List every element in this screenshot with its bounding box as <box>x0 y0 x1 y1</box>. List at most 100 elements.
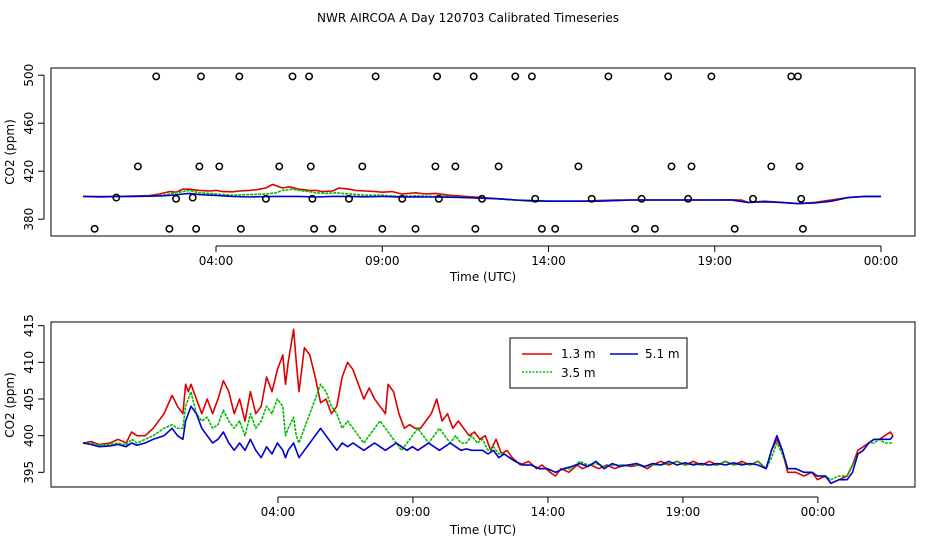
calibration-marker <box>631 224 639 233</box>
calibration-marker <box>90 224 99 233</box>
calibration-marker <box>537 224 546 233</box>
calibration-marker <box>305 72 314 81</box>
bottom-y-tick-label: 395 <box>22 461 36 484</box>
bottom-series-3-5-m <box>83 383 893 481</box>
bottom-plot-area <box>82 328 894 485</box>
bottom-x-tick-label: 04:00 <box>261 505 296 519</box>
top-y-tick-label: 380 <box>22 208 36 231</box>
top-x-tick-label: 09:00 <box>365 254 400 268</box>
calibration-marker <box>574 162 583 171</box>
bottom-series-5-1-m <box>82 405 894 485</box>
calibration-marker <box>433 72 442 81</box>
calibration-marker <box>587 194 596 203</box>
calibration-marker <box>165 224 174 233</box>
calibration-marker <box>310 224 319 233</box>
top-y-axis-label: CO2 (ppm) <box>3 119 17 185</box>
bottom-x-axis-label: Time (UTC) <box>449 523 516 537</box>
top-axes: 04:00 09:00 14:00 19:00 00:00 380 420 460 500 <box>22 64 898 268</box>
calibration-marker <box>797 194 806 203</box>
calibration-marker <box>478 194 486 203</box>
calibration-marker <box>471 224 480 233</box>
calibration-marker <box>527 72 536 81</box>
calibration-marker <box>511 72 520 81</box>
calibration-marker <box>684 194 693 203</box>
legend-label-5-1m: 5.1 m <box>645 347 680 361</box>
bottom-y-tick-label: 410 <box>22 351 36 374</box>
calibration-marker <box>551 224 560 233</box>
calibration-marker <box>188 193 197 202</box>
calibration-marker <box>306 162 315 171</box>
bottom-series-1-3-m <box>82 328 894 485</box>
calibration-marker <box>345 194 353 203</box>
calibration-marker <box>469 72 478 81</box>
calibration-marker <box>133 162 142 171</box>
top-y-tick-label: 420 <box>22 160 36 183</box>
calibration-marker <box>494 162 503 171</box>
calibration-marker <box>172 194 181 203</box>
bottom-panel-frame <box>50 321 916 488</box>
top-plot-area <box>82 72 881 233</box>
legend-box <box>509 337 688 389</box>
calibration-marker <box>650 224 659 233</box>
calibration-marker <box>411 224 420 233</box>
calibration-marker <box>637 194 646 203</box>
calibration-marker <box>687 162 696 171</box>
bottom-panel: 04:00 09:00 14:00 19:00 00:00 395 400 405 410 415… <box>3 314 916 537</box>
bottom-y-axis-label: CO2 (ppm) <box>3 372 17 438</box>
calibration-marker <box>798 224 807 233</box>
calibration-marker <box>451 162 460 171</box>
bottom-x-tick-label: 00:00 <box>801 505 836 519</box>
bottom-x-tick-label: 09:00 <box>396 505 431 519</box>
calibration-marker <box>195 162 204 171</box>
legend-label-3-5m: 3.5 m <box>561 366 596 380</box>
calibration-marker <box>531 194 540 203</box>
calibration-marker <box>431 162 440 171</box>
calibration-marker <box>707 72 716 81</box>
calibration-marker <box>664 72 673 81</box>
top-x-axis-label: Time (UTC) <box>449 270 516 284</box>
top-x-tick-label: 19:00 <box>697 254 732 268</box>
calibration-marker <box>434 194 443 203</box>
top-panel: 04:00 09:00 14:00 19:00 00:00 380 420 460 500 Ti… <box>3 64 916 284</box>
calibration-marker <box>730 224 739 233</box>
top-x-tick-label: 00:00 <box>864 254 899 268</box>
figure-title: NWR AIRCOA A Day 120703 Calibrated Times… <box>317 11 619 25</box>
calibration-marker <box>152 72 161 81</box>
calibration-marker <box>308 194 317 203</box>
calibration-marker <box>275 162 284 171</box>
calibration-marker <box>795 162 804 171</box>
calibration-marker <box>288 72 297 81</box>
bottom-y-tick-label: 405 <box>22 388 36 411</box>
calibration-marker <box>604 72 613 81</box>
bottom-axes: 04:00 09:00 14:00 19:00 00:00 395 400 405 410 415 <box>22 314 835 519</box>
legend-label-1-3m: 1.3 m <box>561 347 596 361</box>
calibration-marker <box>235 72 244 81</box>
calibration-marker <box>767 162 776 171</box>
calibration-marker <box>793 72 802 81</box>
top-panel-frame <box>50 67 916 237</box>
calibration-marker <box>192 224 201 233</box>
calibration-marker <box>358 162 367 171</box>
bottom-y-tick-label: 400 <box>22 424 36 447</box>
calibration-marker <box>787 72 796 81</box>
bottom-x-tick-label: 14:00 <box>531 505 566 519</box>
top-x-tick-label: 14:00 <box>531 254 566 268</box>
calibration-marker <box>197 72 205 81</box>
top-series-3-5-m <box>82 188 881 205</box>
calibration-marker <box>371 72 380 81</box>
calibration-marker <box>378 224 387 233</box>
calibration-marker <box>328 224 337 233</box>
calibration-marker <box>749 194 757 203</box>
calibration-marker <box>215 162 224 171</box>
top-x-tick-label: 04:00 <box>199 254 234 268</box>
calibration-marker <box>236 224 245 233</box>
legend: 1.3 m 5.1 m 3.5 m <box>509 337 688 389</box>
calibration-marker <box>112 193 121 202</box>
calibration-marker <box>667 162 676 171</box>
bottom-x-tick-label: 19:00 <box>666 505 701 519</box>
calibration-marker <box>261 194 270 203</box>
bottom-y-tick-label: 415 <box>22 314 36 337</box>
top-y-tick-label: 500 <box>22 64 36 87</box>
calibration-marker <box>398 194 407 203</box>
